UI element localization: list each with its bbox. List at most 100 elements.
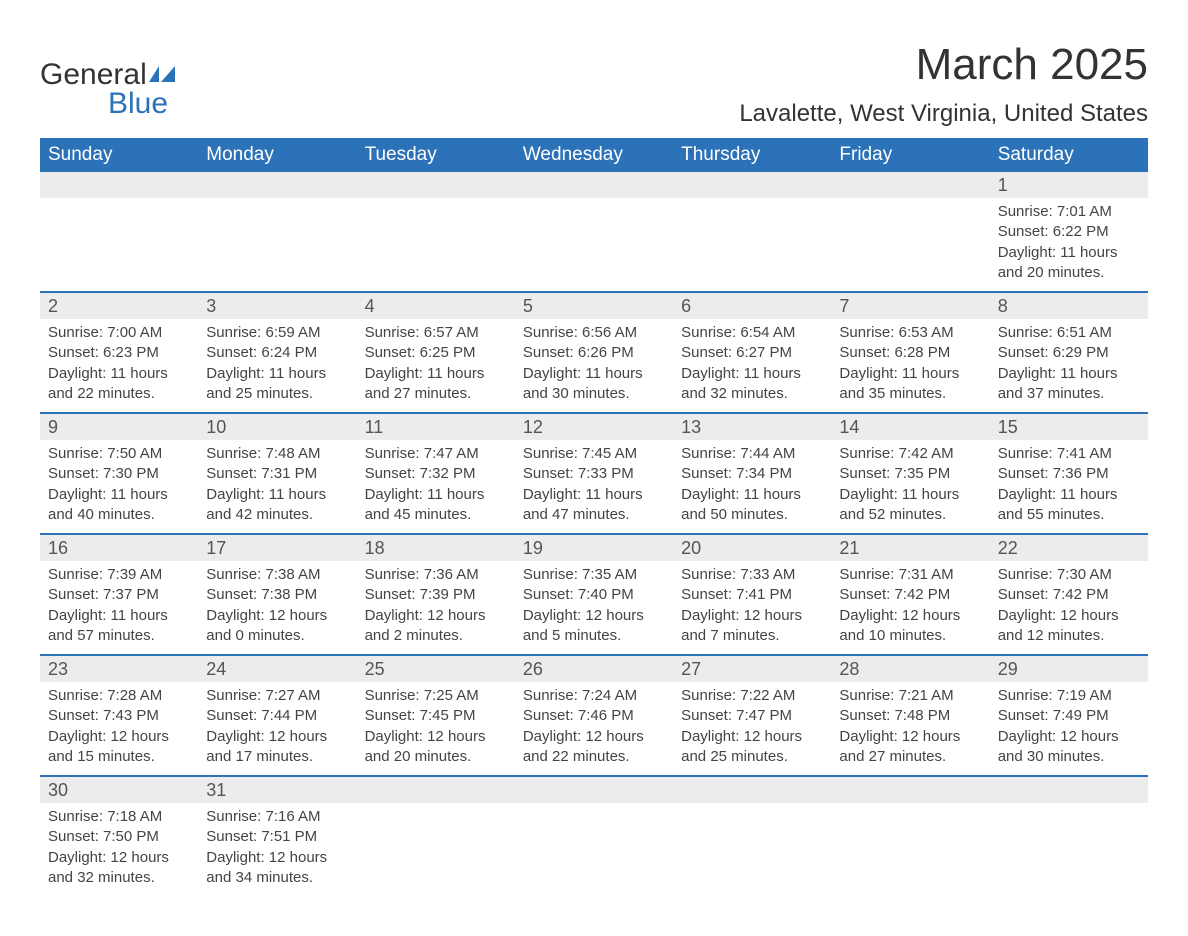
- sunset-line: Sunset: 6:25 PM: [365, 343, 507, 363]
- day-number-cell: [831, 172, 989, 198]
- day-number-cell: 22: [990, 534, 1148, 561]
- day-details-cell: Sunrise: 7:22 AMSunset: 7:47 PMDaylight:…: [673, 682, 831, 776]
- daylight-line: Daylight: 11 hours and 35 minutes.: [839, 364, 981, 405]
- day-number-cell: 23: [40, 655, 198, 682]
- day-number-cell: 21: [831, 534, 989, 561]
- sunset-line: Sunset: 6:27 PM: [681, 343, 823, 363]
- sunset-line: Sunset: 7:31 PM: [206, 464, 348, 484]
- sunset-line: Sunset: 6:22 PM: [998, 222, 1140, 242]
- daylight-line: Daylight: 11 hours and 25 minutes.: [206, 364, 348, 405]
- day-details-cell: [673, 198, 831, 292]
- header: General Blue March 2025 Lavalette, West …: [40, 40, 1148, 128]
- day-details-cell: Sunrise: 7:36 AMSunset: 7:39 PMDaylight:…: [357, 561, 515, 655]
- day-number-cell: [40, 172, 198, 198]
- day-number-cell: 28: [831, 655, 989, 682]
- brand-name-line1: General: [40, 60, 177, 90]
- day-number-cell: [357, 172, 515, 198]
- sunrise-line: Sunrise: 7:22 AM: [681, 686, 823, 706]
- sunset-line: Sunset: 7:48 PM: [839, 706, 981, 726]
- day-number-cell: [831, 776, 989, 803]
- sunrise-line: Sunrise: 6:54 AM: [681, 323, 823, 343]
- sunrise-line: Sunrise: 7:39 AM: [48, 565, 190, 585]
- day-details-cell: Sunrise: 7:30 AMSunset: 7:42 PMDaylight:…: [990, 561, 1148, 655]
- day-details-cell: Sunrise: 7:41 AMSunset: 7:36 PMDaylight:…: [990, 440, 1148, 534]
- day-details-cell: Sunrise: 7:45 AMSunset: 7:33 PMDaylight:…: [515, 440, 673, 534]
- daynum-row: 9101112131415: [40, 413, 1148, 440]
- day-details-cell: Sunrise: 7:42 AMSunset: 7:35 PMDaylight:…: [831, 440, 989, 534]
- sunset-line: Sunset: 7:32 PM: [365, 464, 507, 484]
- day-number-cell: 30: [40, 776, 198, 803]
- day-details-cell: [990, 803, 1148, 896]
- details-row: Sunrise: 7:00 AMSunset: 6:23 PMDaylight:…: [40, 319, 1148, 413]
- day-number-cell: 4: [357, 292, 515, 319]
- daynum-row: 1: [40, 172, 1148, 198]
- day-number-cell: 13: [673, 413, 831, 440]
- sunrise-line: Sunrise: 7:50 AM: [48, 444, 190, 464]
- day-details-cell: Sunrise: 7:18 AMSunset: 7:50 PMDaylight:…: [40, 803, 198, 896]
- day-number-cell: 3: [198, 292, 356, 319]
- weekday-mon: Monday: [198, 138, 356, 172]
- day-details-cell: Sunrise: 7:01 AMSunset: 6:22 PMDaylight:…: [990, 198, 1148, 292]
- day-number-cell: 1: [990, 172, 1148, 198]
- day-number-cell: [515, 776, 673, 803]
- daylight-line: Daylight: 12 hours and 10 minutes.: [839, 606, 981, 647]
- daylight-line: Daylight: 11 hours and 50 minutes.: [681, 485, 823, 526]
- sunset-line: Sunset: 7:39 PM: [365, 585, 507, 605]
- day-number-cell: 19: [515, 534, 673, 561]
- day-number-cell: [990, 776, 1148, 803]
- daylight-line: Daylight: 11 hours and 42 minutes.: [206, 485, 348, 526]
- daylight-line: Daylight: 12 hours and 17 minutes.: [206, 727, 348, 768]
- daylight-line: Daylight: 12 hours and 25 minutes.: [681, 727, 823, 768]
- sunrise-line: Sunrise: 7:38 AM: [206, 565, 348, 585]
- sunset-line: Sunset: 7:33 PM: [523, 464, 665, 484]
- daynum-row: 3031: [40, 776, 1148, 803]
- daylight-line: Daylight: 11 hours and 22 minutes.: [48, 364, 190, 405]
- day-details-cell: [40, 198, 198, 292]
- calendar-body: 1Sunrise: 7:01 AMSunset: 6:22 PMDaylight…: [40, 172, 1148, 896]
- sunrise-line: Sunrise: 7:33 AM: [681, 565, 823, 585]
- sunrise-line: Sunrise: 7:31 AM: [839, 565, 981, 585]
- day-number-cell: [515, 172, 673, 198]
- sunset-line: Sunset: 7:30 PM: [48, 464, 190, 484]
- details-row: Sunrise: 7:18 AMSunset: 7:50 PMDaylight:…: [40, 803, 1148, 896]
- sunrise-line: Sunrise: 7:35 AM: [523, 565, 665, 585]
- sunrise-line: Sunrise: 6:59 AM: [206, 323, 348, 343]
- day-details-cell: Sunrise: 7:47 AMSunset: 7:32 PMDaylight:…: [357, 440, 515, 534]
- daylight-line: Daylight: 11 hours and 20 minutes.: [998, 243, 1140, 284]
- day-details-cell: Sunrise: 7:33 AMSunset: 7:41 PMDaylight:…: [673, 561, 831, 655]
- daylight-line: Daylight: 11 hours and 52 minutes.: [839, 485, 981, 526]
- daylight-line: Daylight: 12 hours and 5 minutes.: [523, 606, 665, 647]
- sunset-line: Sunset: 7:37 PM: [48, 585, 190, 605]
- day-number-cell: [198, 172, 356, 198]
- daylight-line: Daylight: 11 hours and 47 minutes.: [523, 485, 665, 526]
- day-details-cell: Sunrise: 7:31 AMSunset: 7:42 PMDaylight:…: [831, 561, 989, 655]
- sunset-line: Sunset: 7:47 PM: [681, 706, 823, 726]
- day-number-cell: 12: [515, 413, 673, 440]
- sunset-line: Sunset: 7:34 PM: [681, 464, 823, 484]
- day-details-cell: [831, 198, 989, 292]
- sunrise-line: Sunrise: 6:53 AM: [839, 323, 981, 343]
- day-details-cell: [673, 803, 831, 896]
- title-block: March 2025 Lavalette, West Virginia, Uni…: [739, 40, 1148, 128]
- sunrise-line: Sunrise: 7:42 AM: [839, 444, 981, 464]
- sunset-line: Sunset: 7:35 PM: [839, 464, 981, 484]
- day-details-cell: Sunrise: 7:38 AMSunset: 7:38 PMDaylight:…: [198, 561, 356, 655]
- day-number-cell: 31: [198, 776, 356, 803]
- sunrise-line: Sunrise: 7:47 AM: [365, 444, 507, 464]
- daylight-line: Daylight: 11 hours and 32 minutes.: [681, 364, 823, 405]
- brand-logo: General Blue: [40, 40, 177, 117]
- daylight-line: Daylight: 11 hours and 45 minutes.: [365, 485, 507, 526]
- day-details-cell: Sunrise: 7:28 AMSunset: 7:43 PMDaylight:…: [40, 682, 198, 776]
- day-number-cell: 9: [40, 413, 198, 440]
- details-row: Sunrise: 7:28 AMSunset: 7:43 PMDaylight:…: [40, 682, 1148, 776]
- daylight-line: Daylight: 11 hours and 37 minutes.: [998, 364, 1140, 405]
- sunset-line: Sunset: 7:38 PM: [206, 585, 348, 605]
- day-number-cell: 26: [515, 655, 673, 682]
- day-number-cell: 17: [198, 534, 356, 561]
- sunset-line: Sunset: 7:41 PM: [681, 585, 823, 605]
- day-details-cell: Sunrise: 7:44 AMSunset: 7:34 PMDaylight:…: [673, 440, 831, 534]
- day-details-cell: Sunrise: 7:39 AMSunset: 7:37 PMDaylight:…: [40, 561, 198, 655]
- day-details-cell: [357, 198, 515, 292]
- sunrise-line: Sunrise: 7:18 AM: [48, 807, 190, 827]
- day-details-cell: Sunrise: 6:57 AMSunset: 6:25 PMDaylight:…: [357, 319, 515, 413]
